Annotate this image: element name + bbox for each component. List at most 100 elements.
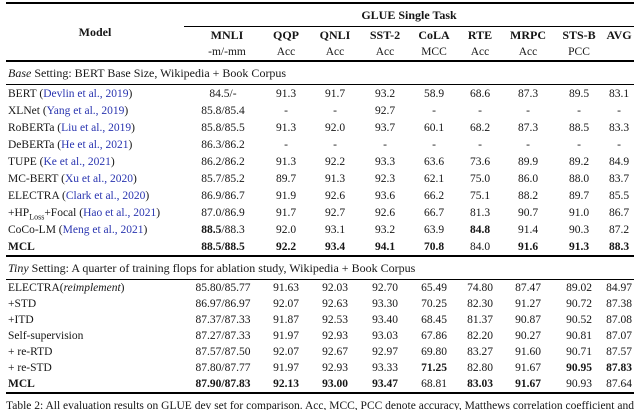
score-cell: 63.6 (423, 155, 445, 168)
score-cell: 93.03 (372, 330, 398, 342)
score-cell: 89.7 (275, 172, 297, 185)
score-cell: 84.0 (469, 240, 491, 253)
column-sub-label: Acc (276, 46, 296, 58)
score-cell: 91.3 (275, 121, 297, 134)
score-cell: 91.7 (275, 206, 297, 219)
score-cell: 93.4 (324, 240, 346, 253)
score-cell: 91.3 (275, 87, 297, 100)
score-cell: 82.30 (467, 298, 493, 310)
score-cell: 83.1 (608, 87, 630, 100)
score-cell: 70.25 (421, 298, 447, 310)
score-cell: 91.6 (517, 240, 539, 253)
score-cell: 62.1 (423, 172, 445, 185)
score-cell: 88.5/88.3 (201, 223, 245, 236)
score-cell: 92.2 (324, 155, 346, 168)
score-cell: 92.07 (273, 346, 299, 358)
citation-link[interactable]: Xu et al., 2020 (64, 172, 133, 185)
citation-link[interactable]: Hao et al., 2021 (83, 206, 157, 219)
model-cell: CoCo-LM (Meng et al., 2021) (8, 223, 148, 236)
score-cell: 91.97 (273, 362, 299, 374)
score-cell: - (577, 104, 581, 117)
score-cell: 87.80/87.77 (195, 362, 251, 374)
score-cell: 91.60 (515, 346, 541, 358)
score-cell: 71.25 (421, 362, 447, 374)
column-header-sts-b: STS-B (562, 28, 596, 42)
table-row: CoCo-LM (Meng et al., 2021) 88.5/88.3 92.0… (6, 221, 634, 238)
score-cell: 93.6 (374, 189, 396, 202)
column-sub-label: Acc (325, 46, 345, 58)
score-cell: 91.0 (568, 206, 590, 219)
score-cell: 84.8 (469, 223, 491, 236)
citation-link[interactable]: He et al., 2021 (61, 138, 129, 151)
score-cell: 66.7 (423, 206, 445, 219)
column-header-sst-2: SST-2 (369, 28, 401, 42)
score-cell: 93.3 (374, 155, 396, 168)
section-heading: Tiny Setting: A quarter of training flop… (6, 255, 635, 280)
column-header-rte: RTE (467, 28, 493, 42)
score-cell: - (383, 138, 387, 151)
score-cell: - (478, 104, 482, 117)
column-sub-label: PCC (568, 46, 590, 58)
score-cell: 91.9 (275, 189, 297, 202)
score-cell: 83.03 (467, 378, 493, 390)
score-cell: 82.80 (467, 362, 493, 374)
model-cell: TUPE (Ke et al., 2021) (8, 155, 115, 168)
model-cell: BERT (Devlin et al., 2019) (8, 87, 133, 100)
model-cell: ELECTRA(reimplement) (8, 282, 125, 294)
model-cell: DeBERTa (He et al., 2021) (8, 138, 133, 151)
score-cell: 89.02 (566, 282, 592, 294)
model-cell: Self-supervision (8, 330, 84, 342)
score-cell: 91.63 (273, 282, 299, 294)
score-cell: - (617, 138, 621, 151)
score-cell: 84.9 (608, 155, 630, 168)
section-heading: Base Setting: BERT Base Size, Wikipedia … (6, 60, 635, 85)
score-cell: 92.0 (275, 223, 297, 236)
score-cell: 81.3 (469, 206, 491, 219)
score-cell: 84.5/- (209, 87, 237, 100)
score-cell: 85.7/85.2 (201, 172, 245, 185)
model-cell: MCL (8, 378, 35, 390)
column-sub-label (604, 44, 634, 61)
citation-link[interactable]: Devlin et al., 2019 (43, 87, 129, 100)
citation-link[interactable]: Clark et al., 2020 (65, 189, 146, 202)
score-cell: 90.7 (517, 206, 539, 219)
score-cell: 70.8 (423, 240, 445, 253)
column-header-mrpc: MRPC (510, 28, 546, 42)
score-cell: 91.3 (324, 172, 346, 185)
score-cell: 60.1 (423, 121, 445, 134)
table-row: BERT (Devlin et al., 2019) 84.5/- 91.3 91.7… (6, 85, 634, 103)
score-cell: 88.5 (568, 121, 590, 134)
score-cell: 87.3 (517, 87, 539, 100)
column-sub-label: -m/-mm (208, 46, 246, 58)
score-cell: 93.33 (372, 362, 398, 374)
score-cell: 66.2 (423, 189, 445, 202)
model-cell: MCL (8, 240, 35, 253)
citation-link[interactable]: Liu et al., 2019 (61, 121, 132, 134)
model-column-header: Model (78, 24, 112, 39)
score-cell: 93.2 (374, 223, 396, 236)
score-cell: 93.00 (322, 378, 348, 390)
score-cell: - (478, 138, 482, 151)
citation-link[interactable]: Meng et al., 2021 (62, 223, 144, 236)
score-cell: 63.9 (423, 223, 445, 236)
citation-link[interactable]: Yang et al., 2019 (46, 104, 125, 117)
score-cell: 92.63 (322, 298, 348, 310)
score-cell: 92.93 (322, 330, 348, 342)
score-cell: 93.40 (372, 314, 398, 326)
score-cell: 85.8/85.4 (201, 104, 245, 117)
table-caption: Table 2: All evaluation results on GLUE … (6, 400, 634, 410)
citation-link[interactable]: Ke et al., 2021 (43, 155, 111, 168)
score-cell: 92.70 (372, 282, 398, 294)
score-cell: 92.2 (275, 240, 297, 253)
score-cell: 83.7 (608, 172, 630, 185)
table-row: + re-RTD 87.57/87.50 92.07 92.67 92.97 69.80 8… (6, 344, 634, 360)
score-cell: 83.27 (467, 346, 493, 358)
score-cell: 91.3 (568, 240, 590, 253)
score-cell: 90.52 (566, 314, 592, 326)
score-cell: 92.53 (322, 314, 348, 326)
score-cell: 94.1 (374, 240, 396, 253)
table-row: + re-STD 87.80/87.77 91.97 92.93 93.33 71.25 8… (6, 360, 634, 376)
column-sub-label: Acc (375, 46, 395, 58)
score-cell: 88.2 (517, 189, 539, 202)
